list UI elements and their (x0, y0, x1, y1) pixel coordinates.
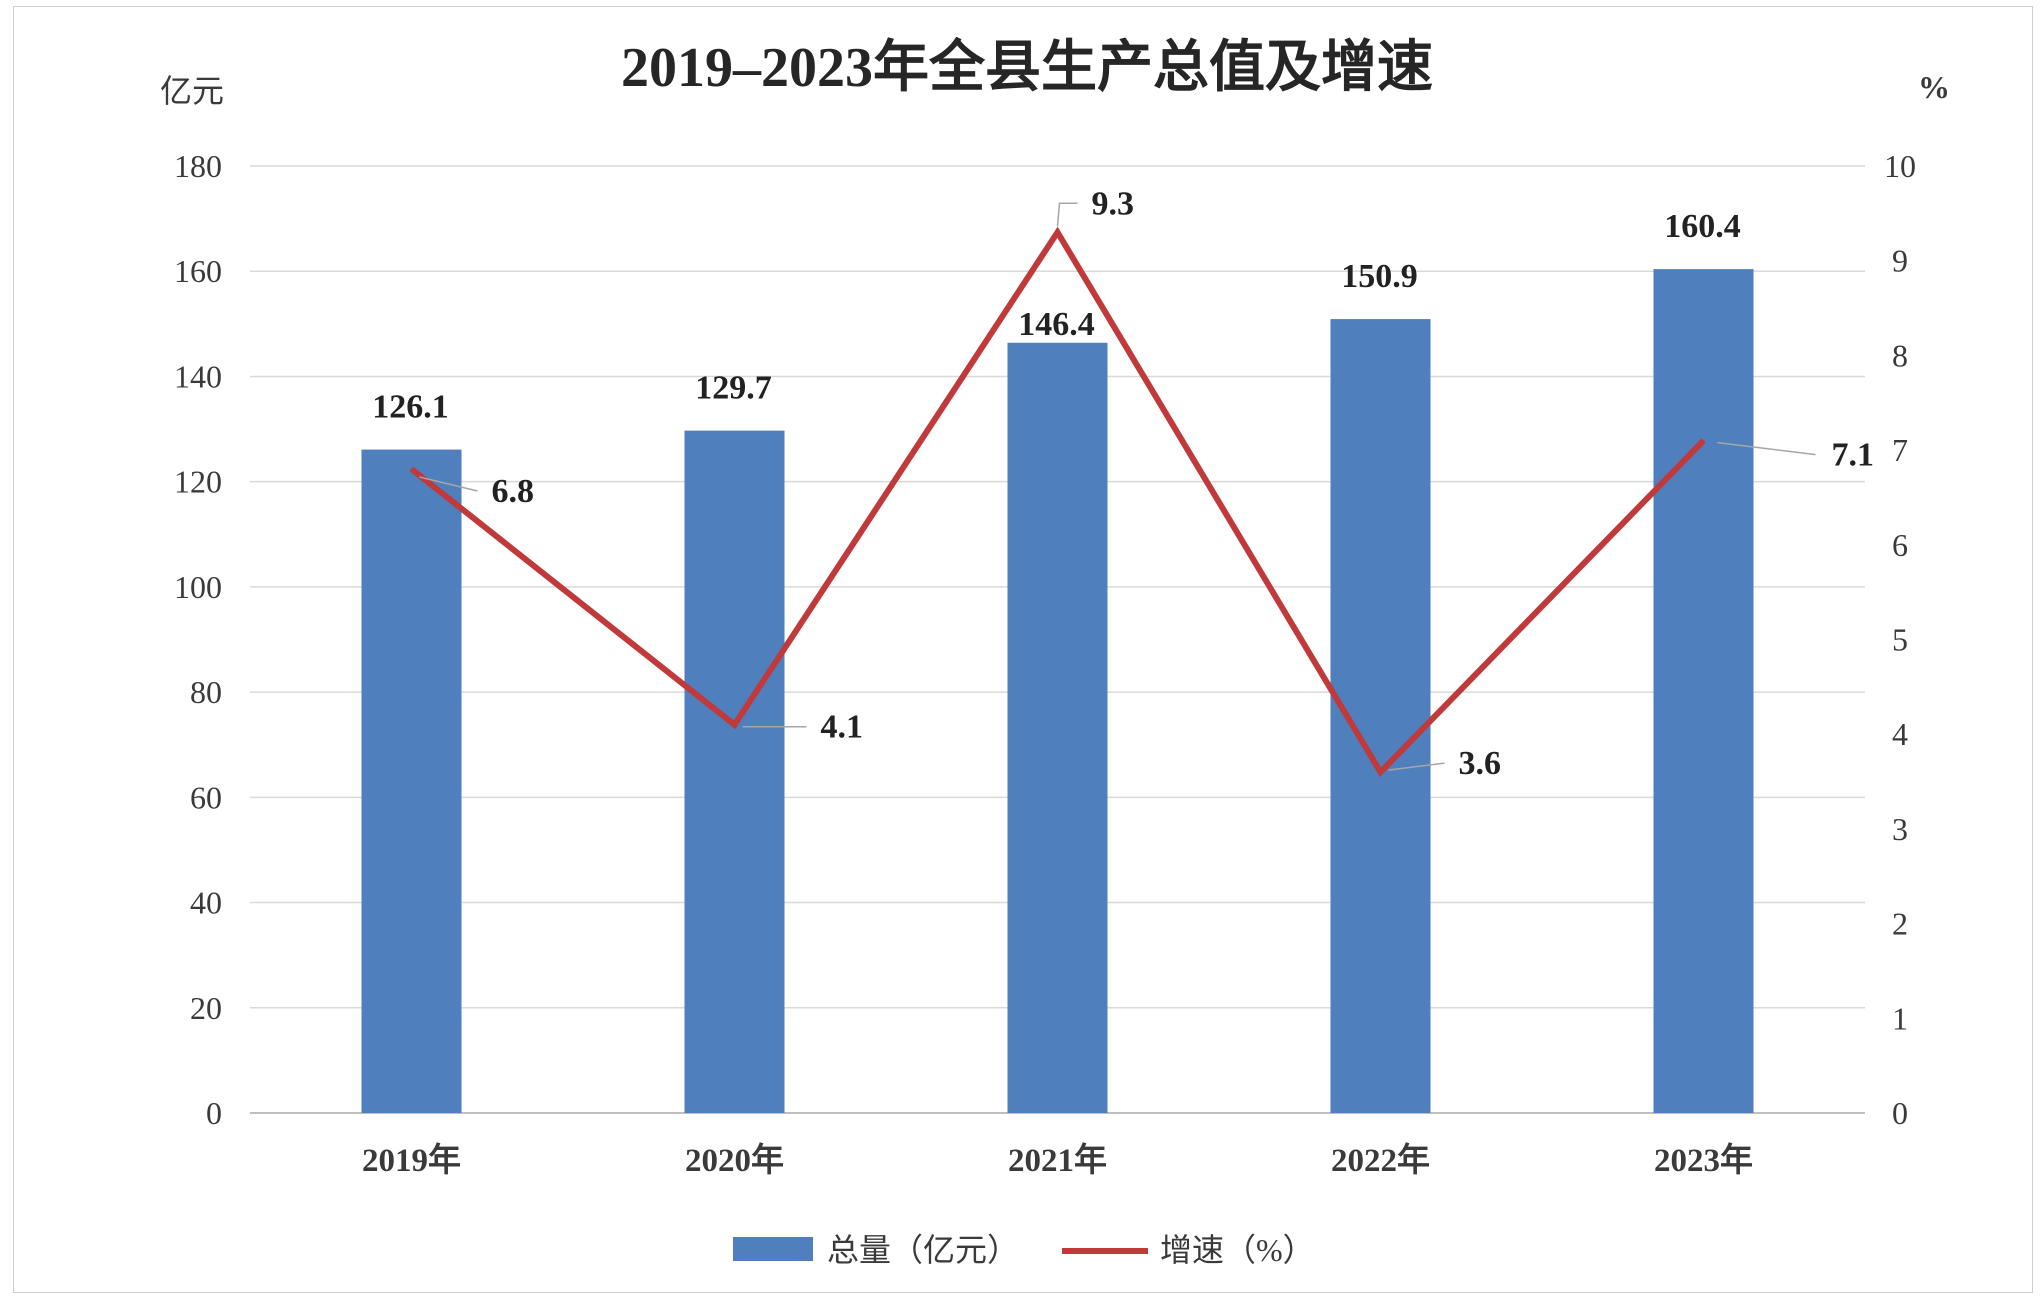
bar (684, 430, 785, 1113)
left-axis-tick-label: 100 (174, 569, 222, 605)
legend-swatch-bar (733, 1237, 813, 1261)
line-series (409, 226, 1706, 777)
legend: 总量（亿元） 增速（%） (733, 1232, 1315, 1268)
bar (361, 449, 462, 1114)
right-axis-tick-label: 10 (1884, 148, 1916, 184)
left-axis-tick-label: 20 (190, 990, 222, 1026)
left-axis-unit: 亿元 (160, 73, 224, 109)
growth-line-point (410, 468, 413, 471)
growth-line-point (1056, 231, 1059, 234)
right-axis-tick-label: 2 (1892, 906, 1908, 942)
left-axis-ticks: 0 20 40 60 80 100 120 140 160 180 (174, 148, 222, 1131)
growth-line-point (733, 723, 736, 726)
label-leader-line (1056, 202, 1078, 227)
right-axis-tick-label: 5 (1892, 622, 1908, 658)
category-label: 2023年 (1654, 1142, 1753, 1179)
right-axis-tick-label: 9 (1892, 243, 1908, 279)
left-axis-tick-label: 40 (190, 885, 222, 921)
bar-value-label: 129.7 (695, 370, 772, 407)
right-axis-tick-label: 6 (1892, 527, 1908, 563)
legend-label-bar: 总量（亿元） (827, 1232, 1019, 1268)
left-axis-tick-label: 180 (174, 148, 222, 184)
right-axis-tick-label: 4 (1892, 716, 1908, 752)
bar-value-label: 160.4 (1664, 208, 1741, 245)
gridlines (250, 165, 1865, 1114)
line-data-labels: 6.8 4.1 9.3 3.6 7.1 (419, 185, 1875, 782)
right-axis-tick-label: 8 (1892, 337, 1908, 373)
category-axis-labels: 2019年 2020年 2021年 2022年 2023年 (362, 1142, 1753, 1179)
right-axis-tick-label: 0 (1892, 1095, 1908, 1131)
label-leader-line (419, 476, 478, 492)
left-axis-tick-label: 160 (174, 253, 222, 289)
category-label: 2021年 (1008, 1142, 1107, 1179)
left-axis-tick-label: 120 (174, 464, 222, 500)
label-leader-line (1717, 441, 1816, 456)
line-value-label: 3.6 (1459, 745, 1502, 782)
bar (1653, 269, 1754, 1113)
bar (1007, 342, 1108, 1114)
right-axis-tick-label: 3 (1892, 811, 1908, 847)
growth-line-point (1379, 771, 1382, 774)
left-axis-tick-label: 0 (206, 1095, 222, 1131)
bar-series (361, 269, 1754, 1114)
line-value-label: 7.1 (1832, 437, 1875, 474)
line-value-label: 9.3 (1092, 185, 1135, 222)
bar-value-label: 146.4 (1018, 306, 1095, 343)
right-axis-ticks: 0 1 2 3 4 5 6 7 8 9 10 (1884, 148, 1916, 1131)
growth-line-point (1702, 439, 1705, 442)
line-value-label: 6.8 (492, 473, 535, 510)
right-axis-tick-label: 1 (1892, 1000, 1908, 1036)
line-value-label: 4.1 (821, 709, 864, 746)
label-leader-line (1388, 762, 1445, 771)
bar-value-label: 150.9 (1341, 258, 1418, 295)
category-label: 2020年 (685, 1142, 784, 1179)
left-axis-tick-label: 80 (190, 674, 222, 710)
left-axis-tick-label: 60 (190, 779, 222, 815)
right-axis-unit: % (1918, 69, 1950, 105)
category-label: 2019年 (362, 1142, 461, 1179)
left-axis-tick-label: 140 (174, 358, 222, 394)
right-axis-tick-label: 7 (1892, 432, 1908, 468)
legend-label-line: 增速（%） (1160, 1232, 1315, 1268)
chart-title: 2019–2023年全县生产总值及增速 (621, 37, 1433, 99)
category-label: 2022年 (1331, 1142, 1430, 1179)
bar-value-label: 126.1 (372, 389, 449, 426)
bar-data-labels: 126.1 129.7 146.4 150.9 160.4 (372, 208, 1741, 425)
